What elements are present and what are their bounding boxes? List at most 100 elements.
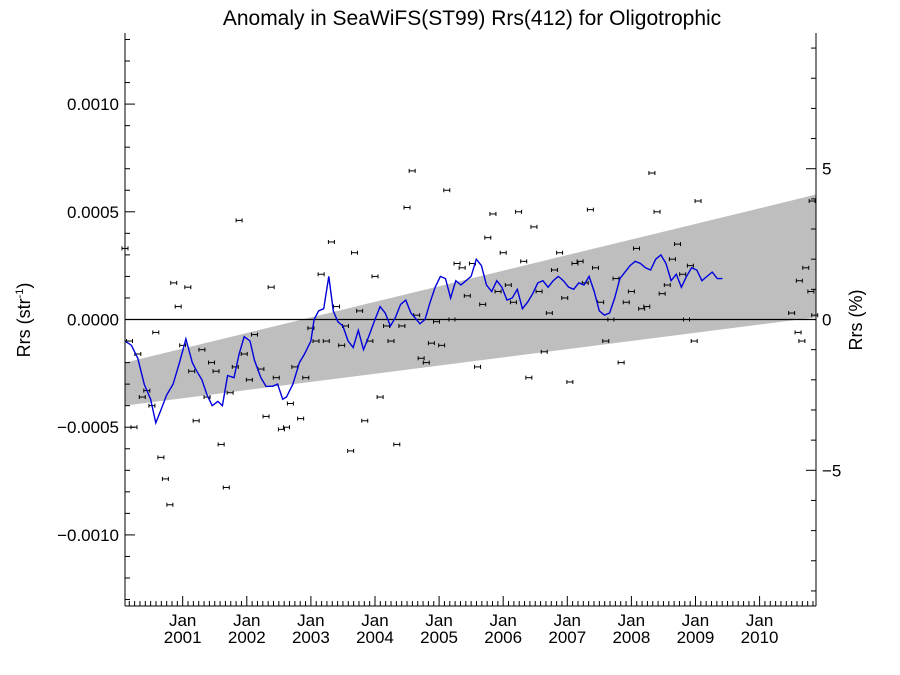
- data-point: [561, 295, 569, 300]
- data-point: [479, 302, 487, 307]
- data-point: [499, 250, 507, 255]
- data-point: [617, 360, 625, 365]
- data-point: [520, 259, 528, 264]
- data-point: [283, 425, 291, 430]
- y-left-tick-label: 0.0010: [67, 95, 119, 114]
- data-point: [350, 250, 358, 255]
- y-axis-left-label-close: ): [14, 283, 34, 289]
- y-left-tick-label: −0.0005: [57, 418, 119, 437]
- data-point: [607, 317, 615, 322]
- data-point: [484, 235, 492, 240]
- y-axis-left-label: Rrs (str-1): [14, 283, 34, 358]
- data-point: [633, 246, 641, 251]
- data-point: [674, 242, 682, 247]
- data-point: [433, 319, 441, 324]
- x-tick-label-month: Jan: [682, 611, 709, 630]
- data-point: [566, 379, 574, 384]
- data-point: [663, 283, 671, 288]
- data-point: [371, 274, 379, 279]
- y-left-tick-label: −0.0010: [57, 526, 119, 545]
- data-point: [217, 442, 225, 447]
- data-point: [347, 448, 355, 453]
- data-point: [184, 285, 192, 290]
- x-tick-label-month: Jan: [554, 611, 581, 630]
- x-tick-label-month: Jan: [746, 611, 773, 630]
- data-point: [302, 375, 310, 380]
- y-right-tick-label: 0: [822, 311, 831, 330]
- data-point: [403, 205, 411, 210]
- data-point: [208, 360, 216, 365]
- data-point: [648, 171, 656, 176]
- data-point: [398, 323, 406, 328]
- data-point: [556, 250, 564, 255]
- data-point: [157, 455, 165, 460]
- data-point: [643, 304, 651, 309]
- data-point: [690, 339, 698, 344]
- data-point: [174, 304, 182, 309]
- data-point: [602, 339, 610, 344]
- data-point: [272, 375, 280, 380]
- data-point: [245, 377, 253, 382]
- data-point: [422, 360, 430, 365]
- data-point: [591, 265, 599, 270]
- chart-title: Anomaly in SeaWiFS(ST99) Rrs(412) for Ol…: [223, 7, 721, 30]
- data-point: [152, 330, 160, 335]
- data-point: [267, 285, 275, 290]
- smoothed-series-line: [124, 253, 723, 426]
- data-point: [795, 278, 803, 283]
- data-point: [226, 390, 234, 395]
- data-point: [448, 317, 456, 322]
- x-tick-label-year: 2003: [292, 628, 330, 647]
- data-point: [277, 427, 285, 432]
- data-point: [212, 369, 220, 374]
- data-point: [515, 209, 523, 214]
- x-tick-label-month: Jan: [425, 611, 452, 630]
- data-point: [530, 224, 538, 229]
- data-point: [788, 311, 796, 316]
- data-point: [489, 211, 497, 216]
- data-point: [138, 395, 146, 400]
- data-point: [550, 267, 558, 272]
- data-point: [509, 300, 517, 305]
- y-left-tick-label: 0.0000: [67, 311, 119, 330]
- data-point: [494, 289, 502, 294]
- data-point: [356, 308, 364, 313]
- data-point: [540, 349, 548, 354]
- data-point: [286, 401, 294, 406]
- data-point: [417, 356, 425, 361]
- x-tick-label-year: 2006: [484, 628, 522, 647]
- data-point: [222, 485, 230, 490]
- data-point: [802, 265, 810, 270]
- data-point: [463, 293, 471, 298]
- trend-confidence-band: [125, 194, 816, 406]
- data-point: [438, 343, 446, 348]
- data-point: [535, 289, 543, 294]
- data-point: [545, 311, 553, 316]
- x-tick-label-month: Jan: [169, 611, 196, 630]
- data-point: [443, 188, 451, 193]
- data-point: [794, 330, 802, 335]
- data-point: [240, 351, 248, 356]
- data-point: [474, 364, 482, 369]
- x-tick-label-year: 2008: [612, 628, 650, 647]
- data-point: [203, 395, 211, 400]
- x-tick-label-month: Jan: [233, 611, 260, 630]
- data-point: [231, 364, 239, 369]
- data-point: [376, 395, 384, 400]
- x-tick-label-year: 2007: [548, 628, 586, 647]
- data-point: [811, 313, 819, 318]
- data-point: [387, 339, 395, 344]
- data-point: [322, 339, 330, 344]
- x-tick-label-year: 2009: [677, 628, 715, 647]
- data-point: [658, 291, 666, 296]
- y-axis-left-label-text: Rrs (str: [14, 298, 34, 357]
- data-point: [333, 304, 341, 309]
- data-point: [807, 289, 815, 294]
- data-point: [192, 418, 200, 423]
- data-point: [686, 263, 694, 268]
- data-point: [427, 341, 435, 346]
- data-point: [586, 207, 594, 212]
- data-point: [297, 416, 305, 421]
- data-point: [622, 300, 630, 305]
- data-point: [694, 199, 702, 204]
